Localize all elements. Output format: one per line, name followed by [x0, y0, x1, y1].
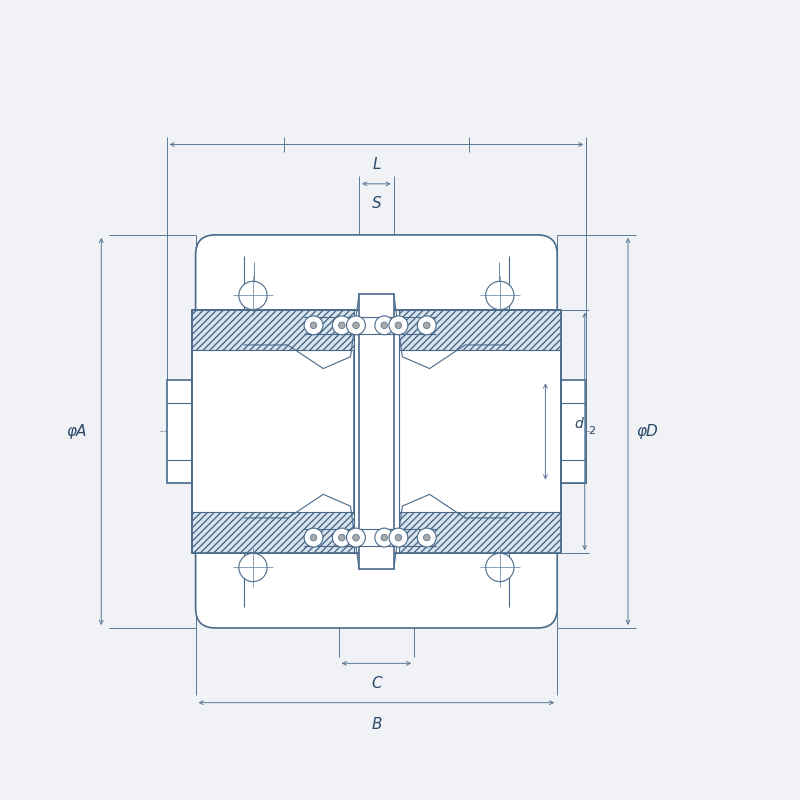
- Circle shape: [418, 316, 436, 334]
- Bar: [561, 380, 586, 482]
- Text: 2: 2: [588, 426, 595, 436]
- Circle shape: [395, 322, 402, 329]
- Text: d: d: [535, 417, 544, 430]
- Text: S: S: [372, 196, 382, 211]
- Circle shape: [353, 534, 359, 541]
- Circle shape: [486, 554, 514, 582]
- Text: L: L: [372, 157, 381, 172]
- Circle shape: [418, 528, 436, 547]
- Circle shape: [338, 534, 345, 541]
- Bar: [398, 310, 561, 350]
- Text: C: C: [371, 676, 382, 691]
- Circle shape: [338, 322, 345, 329]
- Circle shape: [375, 316, 394, 334]
- Circle shape: [389, 316, 408, 334]
- Bar: [192, 513, 354, 554]
- Circle shape: [239, 282, 267, 310]
- Circle shape: [395, 534, 402, 541]
- Text: φA: φA: [66, 424, 87, 439]
- Circle shape: [423, 534, 430, 541]
- Bar: [359, 294, 394, 569]
- Text: φD: φD: [636, 424, 658, 439]
- Circle shape: [346, 316, 366, 334]
- Circle shape: [381, 534, 387, 541]
- Text: B: B: [371, 717, 382, 732]
- Circle shape: [239, 554, 267, 582]
- Circle shape: [304, 316, 323, 334]
- Circle shape: [389, 528, 408, 547]
- Bar: [398, 513, 561, 554]
- Text: 1: 1: [549, 426, 555, 436]
- Circle shape: [304, 528, 323, 547]
- Circle shape: [310, 534, 317, 541]
- FancyBboxPatch shape: [196, 235, 558, 628]
- Bar: [398, 310, 561, 554]
- Bar: [192, 310, 354, 554]
- Circle shape: [332, 316, 351, 334]
- Bar: [354, 310, 398, 554]
- Circle shape: [381, 322, 387, 329]
- Bar: [166, 380, 192, 482]
- Circle shape: [486, 282, 514, 310]
- Text: d: d: [574, 417, 583, 430]
- Circle shape: [353, 322, 359, 329]
- Circle shape: [310, 322, 317, 329]
- Bar: [192, 310, 354, 350]
- Circle shape: [346, 528, 366, 547]
- Circle shape: [423, 322, 430, 329]
- Circle shape: [332, 528, 351, 547]
- Circle shape: [375, 528, 394, 547]
